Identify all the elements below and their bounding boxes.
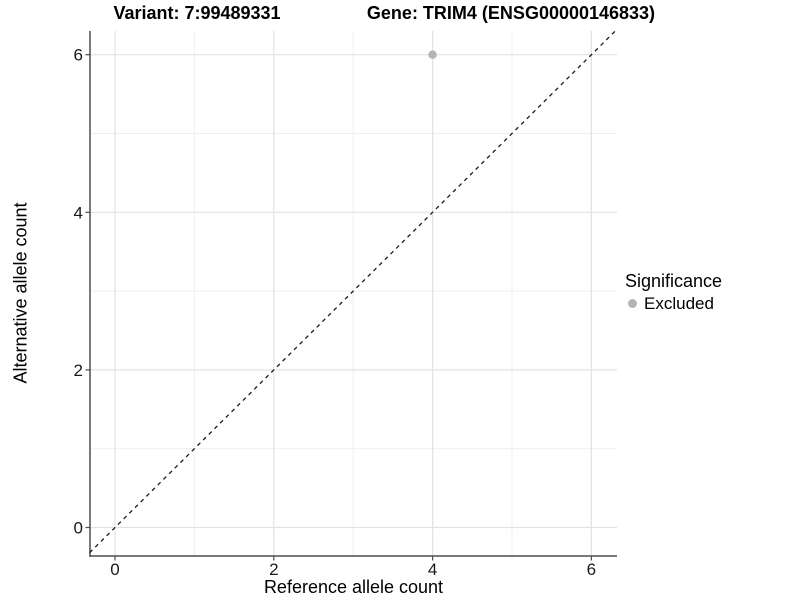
legend-item-excluded: Excluded xyxy=(625,294,722,313)
data-point xyxy=(428,50,437,59)
x-axis-title: Reference allele count xyxy=(263,577,444,597)
y-tick-label: 4 xyxy=(74,203,83,222)
plot-title-variant: Variant: 7:99489331 xyxy=(113,3,281,23)
y-tick-label: 0 xyxy=(74,519,83,538)
x-tick-label: 2 xyxy=(269,560,278,579)
y-axis-title: Alternative allele count xyxy=(10,202,31,384)
legend-item-label: Excluded xyxy=(644,294,714,313)
plot-title-gene: Gene: TRIM4 (ENSG00000146833) xyxy=(366,3,656,23)
x-tick-label: 4 xyxy=(428,560,437,579)
legend-title: Significance xyxy=(625,271,723,291)
x-tick-label: 0 xyxy=(110,560,119,579)
legend: Significance Excluded xyxy=(625,271,722,313)
x-tick-label: 6 xyxy=(587,560,596,579)
y-tick-label: 2 xyxy=(74,361,83,380)
y-tick-label: 6 xyxy=(74,46,83,65)
identity-line xyxy=(89,30,616,554)
legend-point-icon xyxy=(628,299,637,308)
